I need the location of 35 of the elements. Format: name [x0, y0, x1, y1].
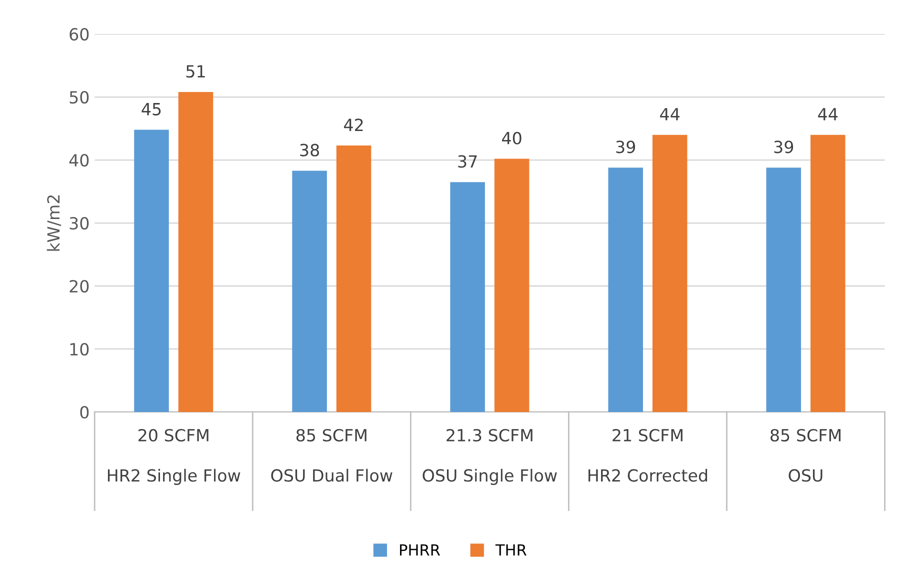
bar — [336, 146, 372, 412]
bar — [450, 182, 485, 412]
data-label: 37 — [458, 155, 477, 168]
y-axis-title: kW/m2 — [46, 195, 62, 251]
bar — [292, 170, 327, 412]
legend-label: THR — [495, 544, 526, 556]
y-tick-label: 40 — [69, 154, 89, 167]
bar — [178, 92, 214, 412]
category-label: 85 SCFM OSU Dual Flow — [271, 428, 392, 482]
bar — [766, 168, 802, 412]
y-tick-label: 0 — [80, 406, 89, 419]
y-tick-label: 30 — [70, 216, 89, 230]
category-label: 20 SCFM HR2 Single Flow — [108, 428, 240, 485]
bar — [494, 158, 530, 412]
bar — [652, 134, 688, 412]
data-label: 39 — [774, 140, 794, 154]
category-label: 21.3 SCFM OSU Single Flow — [422, 428, 557, 485]
y-tick-label: 20 — [70, 280, 89, 293]
bar — [134, 130, 169, 412]
data-label: 39 — [616, 140, 636, 154]
data-label: 44 — [660, 108, 680, 120]
data-label: 42 — [344, 118, 363, 131]
bar — [608, 168, 643, 412]
data-label: 40 — [502, 132, 522, 144]
bar — [810, 134, 846, 412]
y-tick-label: 10 — [70, 342, 89, 356]
y-tick-label: 50 — [70, 90, 89, 104]
y-tick-label: 60 — [70, 28, 89, 41]
category-label: 21 SCFM HR2 Corrected — [588, 428, 708, 482]
data-label: 44 — [818, 108, 838, 120]
data-label: 51 — [186, 65, 205, 78]
category-label: 85 SCFM OSU — [770, 428, 840, 482]
data-label: 45 — [142, 103, 161, 116]
legend-label: PHRR — [400, 544, 440, 556]
data-label: 38 — [300, 144, 319, 156]
